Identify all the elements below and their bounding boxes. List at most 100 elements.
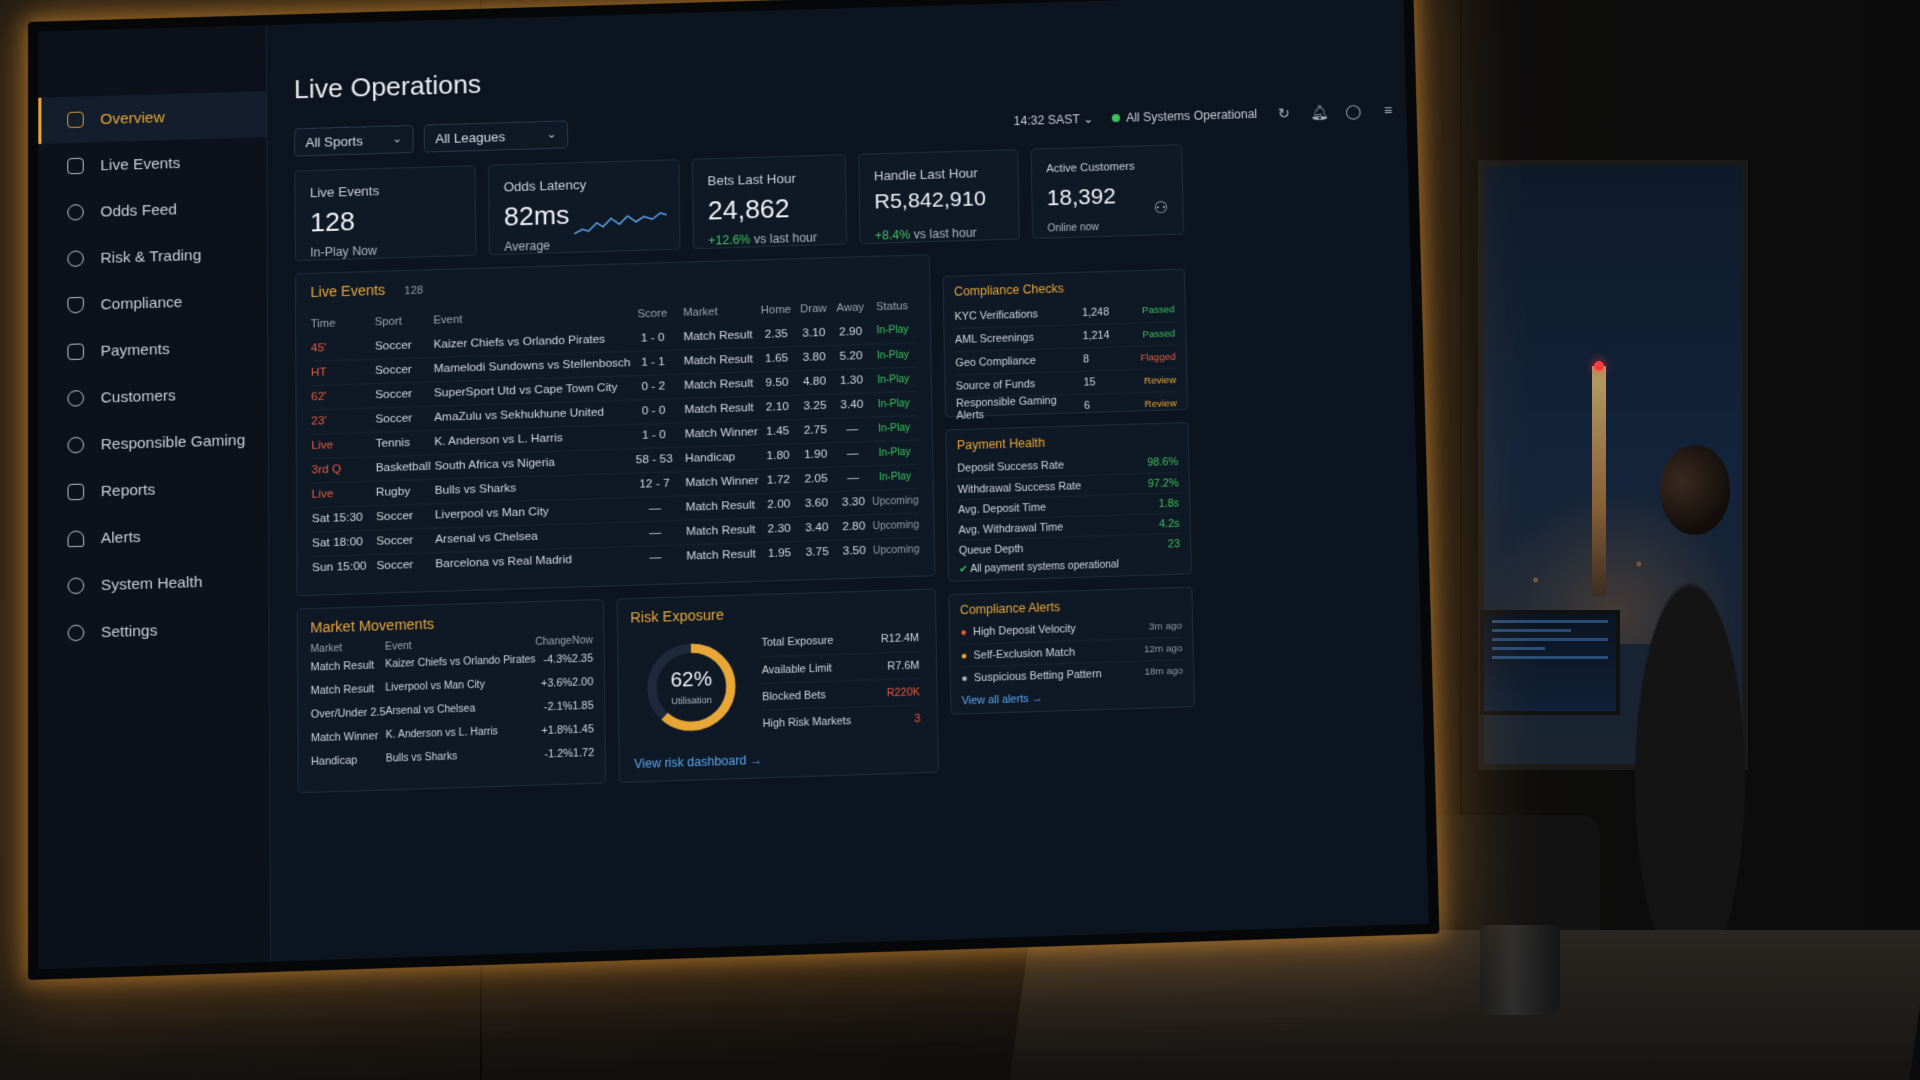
sidebar-item-risk-trading[interactable]: Risk & Trading xyxy=(38,230,267,283)
market-movements-body: Match Result Kaizer Chiefs vs Orlando Pir… xyxy=(310,646,594,773)
table-cell: 2.10 xyxy=(757,394,797,421)
sidebar-item-payments[interactable]: Payments xyxy=(38,323,267,377)
alert-name: Self-Exclusion Match xyxy=(973,645,1076,662)
check-count: 1,214 xyxy=(1082,329,1110,343)
user-icon[interactable]: ◯ xyxy=(1345,102,1362,120)
chevron-down-icon: ⌄ xyxy=(546,126,557,141)
warning-icon: ● xyxy=(960,626,968,639)
kpi-bets[interactable]: Bets Last Hour 24,862 +12.6% vs last hou… xyxy=(691,154,848,250)
sidebar-item-system-health[interactable]: System Health xyxy=(38,556,268,610)
table-cell: 5.20 xyxy=(832,343,870,370)
table-cell: Bulls vs Sharks xyxy=(385,751,458,765)
table-cell: Sun 15:00 xyxy=(311,553,377,581)
sidebar-item-label: Live Events xyxy=(100,154,181,174)
shield-icon xyxy=(67,296,84,314)
odds-feed-icon xyxy=(67,204,84,221)
status-dot-icon xyxy=(1111,113,1121,123)
exposure-name: High Risk Markets xyxy=(762,714,852,730)
alert-time: 3m ago xyxy=(1148,620,1182,633)
live-events-panel: Live Events 128 Time Sport Event Score M… xyxy=(294,254,936,597)
status-badge: Review xyxy=(1144,397,1177,410)
alert-time: 12m ago xyxy=(1143,642,1183,656)
view-risk-dashboard-link[interactable]: View risk dashboard → xyxy=(634,752,763,772)
kpi-value: R5,842,910 xyxy=(874,187,987,214)
kpi-value: 82ms xyxy=(503,199,570,232)
metric-name: Queue Depth xyxy=(958,542,1024,557)
live-events-icon xyxy=(67,157,84,175)
check-count: 8 xyxy=(1082,353,1090,366)
sidebar-item-responsible-gaming[interactable]: Responsible Gaming xyxy=(38,416,267,470)
exposure-value: R12.4M xyxy=(880,631,920,646)
sidebar-item-label: Odds Feed xyxy=(100,200,178,221)
page-title: Live Operations xyxy=(293,68,482,105)
card-icon xyxy=(67,343,84,361)
sidebar-item-odds-feed[interactable]: Odds Feed xyxy=(38,183,266,236)
users-icon xyxy=(67,390,85,407)
bell-icon xyxy=(67,530,85,548)
column-header: Home xyxy=(760,303,792,317)
compliance-checks-panel: Compliance Checks KYC Verifications 1,248… xyxy=(942,268,1189,422)
kpi-handle[interactable]: Handle Last Hour R5,842,910 +8.4% vs las… xyxy=(858,149,1020,245)
chevron-down-icon: ⌄ xyxy=(391,131,403,146)
warning-icon: ● xyxy=(960,649,968,662)
kpi-sub: +8.4% vs last hour xyxy=(875,226,977,243)
leagues-filter[interactable]: All Leagues ⌄ xyxy=(423,120,569,153)
table-cell: -1.2% xyxy=(544,746,573,761)
sidebar-item-overview[interactable]: Overview xyxy=(38,91,267,144)
sidebar-item-label: Payments xyxy=(100,340,170,360)
sidebar-item-label: Responsible Gaming xyxy=(100,431,246,453)
kpi-sub: Online now xyxy=(1047,221,1099,235)
check-name: Geo Compliance xyxy=(955,354,1037,370)
refresh-icon[interactable]: ↻ xyxy=(1277,104,1290,122)
table-cell: 62' xyxy=(310,383,376,410)
sidebar-item-reports[interactable]: Reports xyxy=(38,463,268,517)
kpi-odds-latency[interactable]: Odds Latency 82ms Average xyxy=(487,159,681,256)
sidebar-item-compliance[interactable]: Compliance xyxy=(38,276,267,329)
table-cell: 3.80 xyxy=(795,344,833,371)
notification-bell-icon[interactable]: 🔔︎ xyxy=(1310,103,1329,121)
sidebar-item-alerts[interactable]: Alerts xyxy=(38,509,268,563)
table-cell: 2.05 xyxy=(797,466,835,492)
clock-selector[interactable]: 14:32 SAST ⌄ xyxy=(1013,112,1093,128)
check-name: AML Screenings xyxy=(954,331,1034,347)
risk-icon xyxy=(67,250,84,268)
health-icon xyxy=(67,577,85,595)
compliance-checks-title: Compliance Checks xyxy=(953,281,1064,299)
kpi-change: +12.6% xyxy=(708,232,751,248)
sports-filter[interactable]: All Sports ⌄ xyxy=(294,124,414,157)
table-cell: 3.60 xyxy=(797,490,836,517)
check-count: 15 xyxy=(1083,376,1096,389)
sidebar-item-label: Compliance xyxy=(100,293,183,314)
sidebar-item-label: Risk & Trading xyxy=(100,246,202,267)
sidebar-item-live-events[interactable]: Live Events xyxy=(38,137,266,190)
sidebar-item-settings[interactable]: Settings xyxy=(38,603,268,657)
column-header: Market xyxy=(682,305,718,320)
menu-icon[interactable]: ≡ xyxy=(1383,101,1393,119)
kpi-customers[interactable]: Active Customers 18,392 Online now ⚇ xyxy=(1030,144,1185,240)
metric-name: Deposit Success Rate xyxy=(957,459,1065,475)
alert-left: ● Self-Exclusion Match xyxy=(961,646,1076,662)
kpi-value: 18,392 xyxy=(1046,183,1117,211)
table-cell: In-Play xyxy=(871,463,919,490)
payment-health-title: Payment Health xyxy=(956,435,1046,453)
kpi-live-events[interactable]: Live Events 128 In-Play Now xyxy=(294,165,477,262)
sidebar-item-customers[interactable]: Customers xyxy=(38,369,267,423)
latency-sparkline xyxy=(574,207,667,240)
table-cell: +1.8% xyxy=(541,723,573,737)
table-cell: Live xyxy=(311,431,376,459)
wall-seam xyxy=(1460,0,1462,1080)
view-all-alerts-link[interactable]: View all alerts → xyxy=(961,692,1043,708)
column-header: Score xyxy=(637,307,668,321)
live-events-count: 128 xyxy=(404,284,424,298)
compliance-alerts-panel: Compliance Alerts ● High Deposit Velocity… xyxy=(948,586,1196,715)
table-cell: Live xyxy=(311,480,376,508)
table-cell: Match Winner xyxy=(310,729,379,744)
dashboard-screen: Overview Live Events Odds Feed Risk & Tr… xyxy=(28,0,1440,981)
kpi-sub-text: vs last hour xyxy=(753,230,818,247)
kpi-change: +8.4% xyxy=(874,227,911,243)
table-cell: 12 - 7 xyxy=(631,471,678,498)
table-cell: — xyxy=(834,465,872,491)
table-cell: 1.72 xyxy=(572,746,595,760)
alert-left: ● High Deposit Velocity xyxy=(960,623,1076,639)
column-header: Now xyxy=(572,635,594,647)
